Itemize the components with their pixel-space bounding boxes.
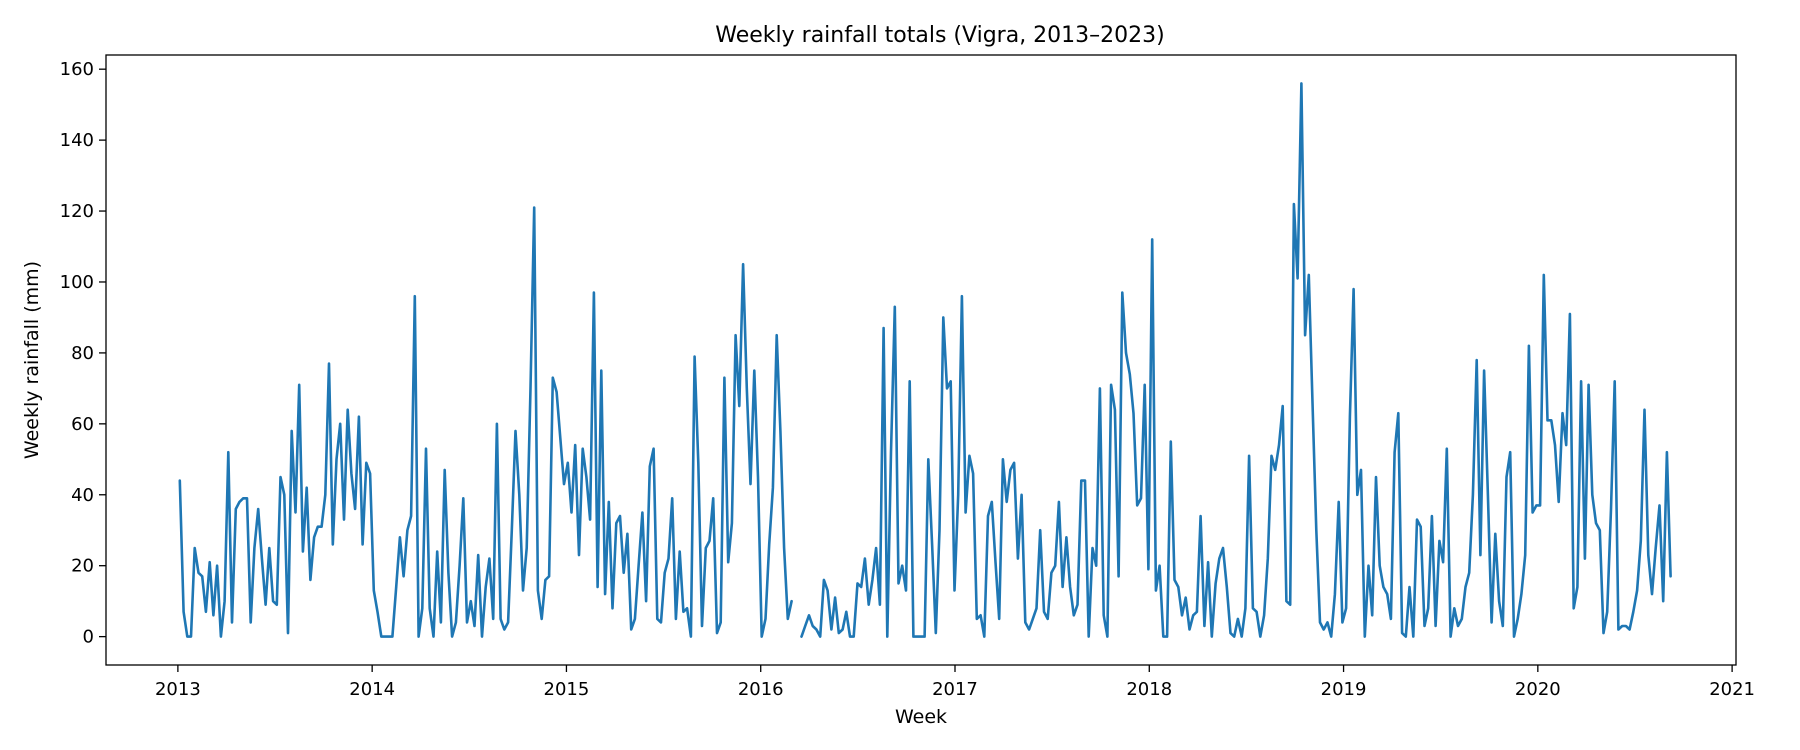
y-tick-label: 100 [60,272,94,293]
y-axis-label: Weekly rainfall (mm) [21,261,43,459]
y-tick-label: 120 [60,201,94,222]
x-tick-label: 2017 [932,679,978,700]
y-tick-label: 0 [83,627,94,648]
x-tick-label: 2014 [349,679,395,700]
chart-title: Weekly rainfall totals (Vigra, 2013–2023… [715,23,1165,48]
rainfall-series-line-2 [800,82,1672,638]
x-tick-label: 2013 [155,679,201,700]
x-axis-label: Week [895,706,947,728]
plot-frame [105,54,1737,666]
x-tick-label: 2019 [1321,679,1367,700]
y-tick-label: 80 [71,343,94,364]
x-tick-label: 2021 [1709,679,1755,700]
y-axis: 0 20 40 60 80 100 120 140 160 [60,59,106,648]
x-tick-label: 2016 [738,679,784,700]
x-axis: 2013 2014 2015 2016 2017 2018 2019 2020 2021 [155,665,1755,700]
y-tick-label: 160 [60,59,94,80]
y-tick-label: 40 [71,485,94,506]
x-tick-label: 2020 [1515,679,1561,700]
plot-series [178,82,1672,638]
y-tick-label: 140 [60,130,94,151]
x-tick-label: 2018 [1126,679,1172,700]
y-tick-label: 20 [71,556,94,577]
x-tick-label: 2015 [544,679,590,700]
y-tick-label: 60 [71,414,94,435]
rainfall-series-line-1 [178,206,793,638]
